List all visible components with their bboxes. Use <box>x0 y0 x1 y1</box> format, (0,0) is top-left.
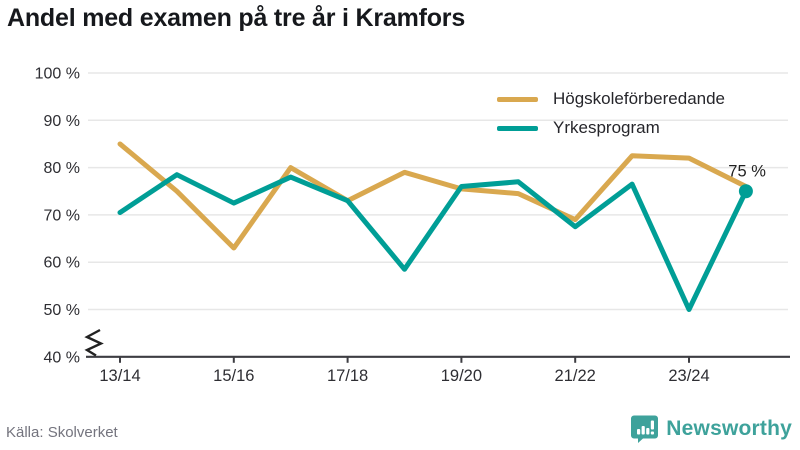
x-axis-tick-label: 15/16 <box>213 367 254 385</box>
x-axis-tick-label: 17/18 <box>327 367 368 385</box>
x-axis-tick-label: 23/24 <box>668 367 709 385</box>
x-axis-tick-label: 13/14 <box>99 367 140 385</box>
last-value-label: 75 % <box>728 162 766 180</box>
last-point-dot <box>738 184 753 199</box>
bar-chart-speech-bubble-icon <box>631 415 659 443</box>
x-axis-tick-label: 19/20 <box>441 367 482 385</box>
y-axis-tick-label: 50 % <box>44 302 80 319</box>
brand-logo: Newsworthy <box>630 414 792 443</box>
y-axis-tick-label: 60 % <box>44 255 80 272</box>
legend-label-hogskoleforberedande: Högskoleförberedande <box>553 89 726 108</box>
legend-swatch-hogskoleforberedande <box>497 96 538 102</box>
series-line-hogskoleforberedande <box>117 141 749 251</box>
y-axis-tick-label: 40 % <box>44 349 80 366</box>
y-axis-tick-label: 70 % <box>44 207 80 224</box>
axis-break-icon <box>84 328 104 357</box>
legend-label-yrkesprogram: Yrkesprogram <box>553 118 660 137</box>
y-axis-tick-label: 100 % <box>35 66 80 83</box>
series-line-yrkesprogram <box>117 172 749 312</box>
x-axis-tick-label: 21/22 <box>555 367 596 385</box>
legend-item-yrkesprogram: Yrkesprogram <box>497 117 725 139</box>
y-axis-tick-label: 80 % <box>44 160 80 177</box>
legend-item-hogskoleforberedande: Högskoleförberedande <box>497 88 725 110</box>
y-axis-tick-label: 90 % <box>44 113 80 130</box>
brand-name: Newsworthy <box>666 416 792 440</box>
legend-swatch-yrkesprogram <box>497 125 538 131</box>
page-title: Andel med examen på tre år i Kramfors <box>7 4 466 32</box>
source-note: Källa: Skolverket <box>6 424 118 441</box>
legend: Högskoleförberedande Yrkesprogram <box>497 88 725 139</box>
